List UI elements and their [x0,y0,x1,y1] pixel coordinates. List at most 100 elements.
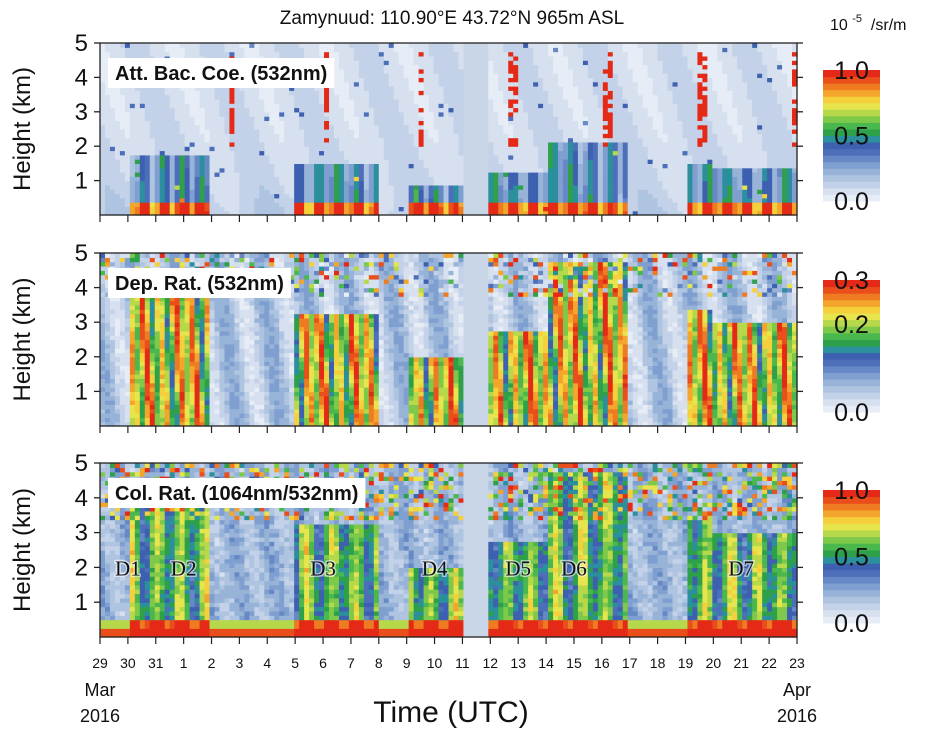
heatmap-cell [518,90,524,96]
heatmap-cell [453,193,460,199]
heatmap-cell [154,116,161,121]
heatmap-cell [159,163,166,169]
heatmap-cell [239,202,245,207]
heatmap-cell [194,133,201,139]
heatmap-cell [423,86,430,91]
heatmap-cell [453,86,460,91]
heatmap-cell [707,124,713,130]
heatmap-cell [443,137,450,143]
heatmap-cell [373,47,380,53]
heatmap-cell [149,210,156,216]
heatmap-cell [523,176,529,182]
heatmap-cell [682,176,689,182]
heatmap-cell [453,68,460,74]
heatmap-cell [577,73,584,78]
heatmap-cell [428,43,435,48]
heatmap-cell [667,167,674,173]
heatmap-cell [289,193,295,199]
heatmap-cell [194,141,201,147]
heatmap-cell [259,163,265,169]
heatmap-cell [607,154,614,160]
heatmap-cell [134,189,141,195]
heatmap-cell [259,210,265,216]
heatmap-cell [418,141,425,147]
heatmap-cell [677,124,684,130]
heatmap-cell [637,206,644,212]
heatmap-cell [702,94,708,100]
heatmap-cell [642,129,649,134]
heatmap-cell [403,141,410,147]
heatmap-cell [702,197,708,203]
heatmap-cell [548,167,554,173]
heatmap-cell [423,202,430,207]
heatmap-cell [498,129,504,134]
heatmap-cell [453,167,460,173]
heatmap-cell [717,180,723,186]
heatmap-cell [239,146,245,152]
heatmap-cell [553,81,559,87]
heatmap-cell [622,206,629,212]
heatmap-cell [408,137,415,143]
heatmap-cell [109,210,116,216]
heatmap-cell [418,163,425,169]
heatmap-cell [707,137,713,143]
heatmap-cell [538,197,544,203]
heatmap-cell [204,193,211,199]
heatmap-cell [458,129,465,134]
heatmap-cell [637,163,644,169]
heatmap-cell [443,77,450,83]
heatmap-cell [672,163,679,169]
heatmap-cell [179,146,186,152]
heatmap-cell [453,120,460,126]
heatmap-cell [627,197,634,203]
heatmap-cell [413,64,420,70]
heatmap-cell [458,55,465,61]
heatmap-cell [548,103,554,109]
heatmap-cell [647,137,654,143]
heatmap-cell [363,111,370,117]
heatmap-cell [682,150,689,156]
heatmap-cell [343,163,350,169]
heatmap-cell [353,184,360,190]
heatmap-cell [488,90,494,96]
heatmap-cell [174,103,181,109]
heatmap-cell [438,98,445,104]
heatmap-cell [324,103,330,109]
heatmap-cell [249,206,255,212]
heatmap-cell [388,193,395,199]
heatmap-cell [712,172,718,177]
heatmap-cell [672,167,679,173]
heatmap-cell [602,86,609,91]
heatmap-cell [702,51,708,57]
heatmap-cell [717,86,723,91]
heatmap-cell [393,176,400,182]
heatmap-cell [179,47,186,53]
heatmap-cell [558,176,564,182]
heatmap-cell [204,116,211,121]
heatmap-cell [443,51,450,57]
heatmap-cell [408,55,415,61]
heatmap-cell [543,163,549,169]
heatmap-cell [423,43,430,48]
heatmap-cell [358,193,365,199]
heatmap-cell [408,68,415,74]
heatmap-cell [124,167,131,173]
heatmap-cell [418,116,425,121]
heatmap-cell [433,197,440,203]
heatmap-cell [677,133,684,139]
heatmap-cell [383,184,390,190]
heatmap-cell [184,124,191,130]
heatmap-cell [159,98,166,104]
heatmap-cell [672,86,679,91]
heatmap-cell [194,103,201,109]
heatmap-cell [408,120,415,126]
heatmap-cell [164,124,171,130]
heatmap-cell [388,154,395,160]
heatmap-cell [204,172,211,177]
heatmap-cell [244,210,250,216]
heatmap-cell [672,90,679,96]
heatmap-cell [304,43,310,48]
heatmap-cell [403,167,410,173]
heatmap-cell [642,184,649,190]
